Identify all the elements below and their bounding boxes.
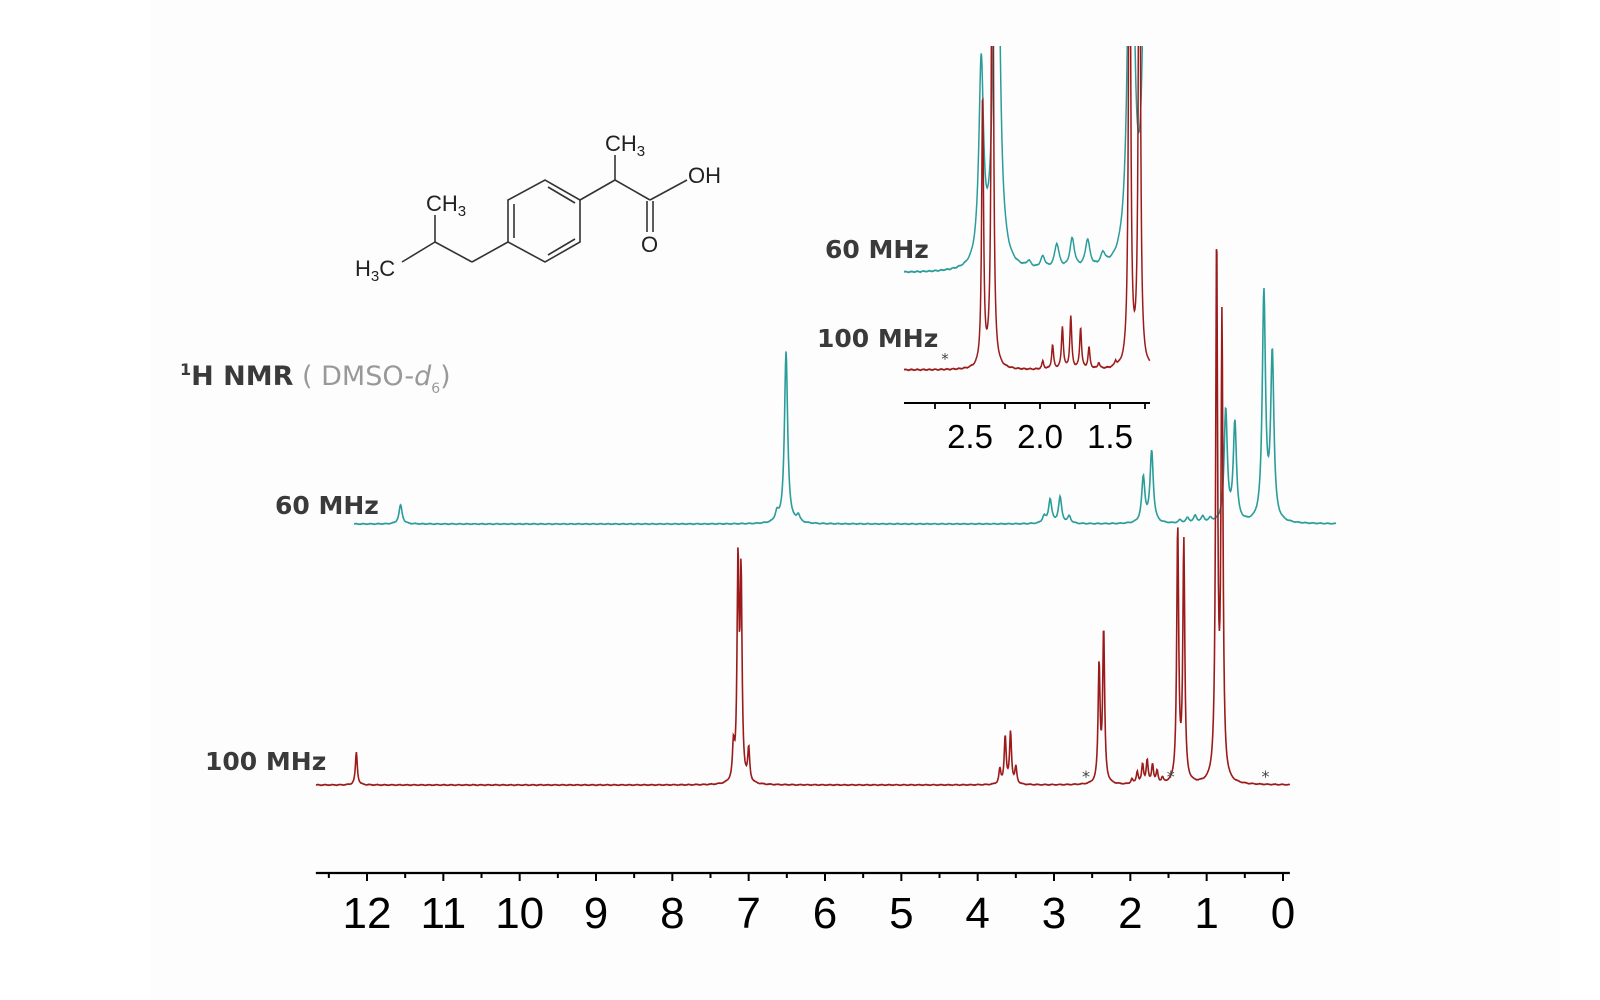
impurity-marker: * [1261,767,1269,786]
inset-label-60mhz: 60 MHz [825,235,929,264]
carbonyl-oxygen-label: O [641,232,658,257]
x-tick-label: 4 [965,889,989,938]
inset-trace-100mhz [903,46,1151,372]
molecule-bonds [401,155,688,263]
x-tick-label: 11 [420,889,466,938]
main-spectrum-plot: 12 11 10 9 8 7 6 5 4 3 2 1 0* * * [315,248,1337,938]
methyl-label-top: CH3 [605,131,645,160]
spectrum-trace-60mhz [354,287,1337,526]
x-tick-label: 1 [1194,889,1218,938]
x-tick-label: 7 [736,889,760,938]
figure-background [150,0,1560,1000]
x-tick-label: 8 [660,889,684,938]
series-label-60mhz: 60 MHz [275,491,379,520]
impurity-marker: * [1167,767,1175,786]
inset-x-tick-label: 2.5 [947,418,993,455]
x-tick-label: 9 [584,889,608,938]
inset-spectrum-plot: 2.5 2.0 1.5 * [903,46,1151,455]
inset-impurity-marker: * [941,350,949,368]
inset-traces [903,46,1151,372]
x-tick-label: 3 [1042,889,1066,938]
methyl-label-h3c: H3C [355,256,395,285]
molecule-structure: CH3 OH O CH3 H3C [355,131,721,285]
x-tick-label: 10 [495,889,544,938]
impurity-marker: * [1082,767,1090,786]
x-tick-label: 12 [343,889,392,938]
methyl-label-isobutyl: CH3 [426,191,466,220]
x-tick-label: 2 [1118,889,1142,938]
x-tick-label: 0 [1271,889,1295,938]
inset-trace-60mhz [903,46,1144,274]
inset-label-100mhz: 100 MHz [817,324,938,353]
inset-x-tick-label: 2.0 [1017,418,1063,455]
inset-x-tick-label: 1.5 [1087,418,1133,455]
spectrum-title: 1H NMR ( DMSO-d6) [180,360,451,397]
x-tick-label: 6 [813,889,837,938]
spectrum-trace-100mhz [315,248,1291,787]
hydroxyl-label: OH [688,163,721,188]
series-label-100mhz: 100 MHz [205,747,326,776]
x-tick-label: 5 [889,889,913,938]
